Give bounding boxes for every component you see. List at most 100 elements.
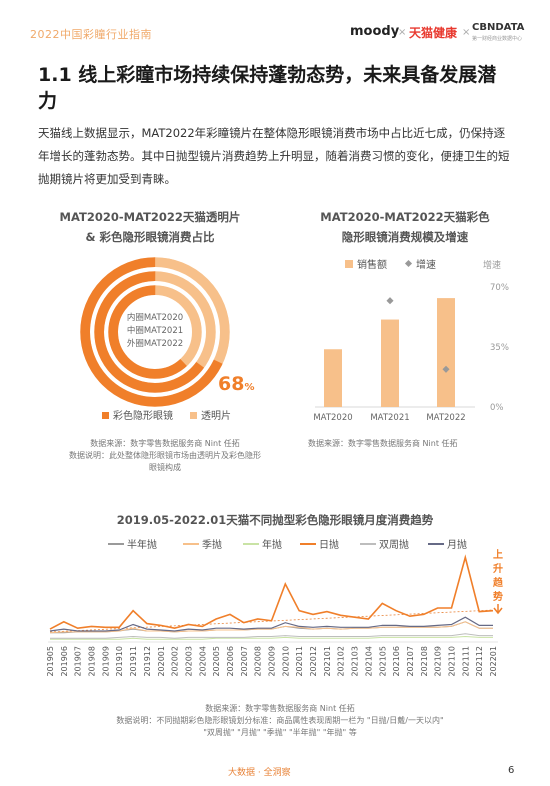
x-tick-202105: 202105	[378, 646, 387, 677]
x-tick-202107: 202107	[406, 646, 415, 677]
x-tick-202010: 202010	[281, 646, 290, 677]
legend-color-lens: 彩色隐形眼镜	[113, 409, 173, 422]
chart1-title-line2: & 彩色隐形眼镜消费占比	[85, 230, 215, 244]
legend-swatch-sales	[345, 260, 353, 268]
x-label-MAT2022: MAT2022	[426, 413, 465, 423]
footer-brand: 大数据 · 全洞察	[228, 768, 291, 778]
x-tick-201908: 201908	[88, 646, 97, 677]
bars-group: MAT2020 MAT2021 MAT2022	[313, 297, 466, 423]
x-tick-202003: 202003	[184, 646, 193, 677]
brand-separator: ×	[462, 27, 471, 38]
chart2-bars: 销售额 增速 增速 70% 35% 0% MAT2020 MAT2021 MAT20…	[313, 258, 509, 423]
ring-label-inner: 内圈MAT2020	[127, 312, 183, 323]
tmall-health-logo: 天猫健康	[409, 26, 458, 40]
chart2-title: MAT2020-MAT2022天猫彩色 隐形眼镜消费规模及增速	[290, 207, 520, 247]
ring-gap	[92, 269, 218, 395]
x-tick-202002: 202002	[171, 646, 180, 677]
x-label-MAT2021: MAT2021	[370, 413, 409, 423]
chart2-title-line2: 隐形眼镜消费规模及增速	[341, 230, 469, 244]
right-tick-70: 70%	[490, 283, 509, 293]
line-月抛	[49, 616, 493, 632]
chart3-note: 数据来源：数字零售数据服务商 Nint 任拓 数据说明：不同抛期彩色隐形眼镜划分…	[60, 703, 500, 739]
chart2-title-line1: MAT2020-MAT2022天猫彩色	[320, 210, 490, 224]
ring-color-MAT2022	[80, 257, 230, 407]
x-tick-202108: 202108	[420, 646, 429, 677]
ring-color-MAT2021	[94, 271, 216, 393]
bar-MAT2020	[324, 349, 342, 407]
line-年抛	[50, 635, 493, 640]
ring-label-middle: 中圈MAT2021	[127, 325, 183, 336]
chart3-explanation-cont: "双周抛" "月抛" "季抛" "半年抛" "年抛" 等	[203, 728, 357, 737]
legend-clear-lens: 透明片	[201, 409, 231, 422]
page-title: 1.1 线上彩瞳市场持续保持蓬勃态势，未来具备发展潜力	[38, 64, 497, 112]
x-tick-201905: 201905	[46, 646, 55, 677]
chart1-title: MAT2020-MAT2022天猫透明片 & 彩色隐形眼镜消费占比	[40, 207, 260, 247]
chart1-donut: 内圈MAT2020 中圈MAT2021 外圈MAT2022 68% 彩色隐形眼镜…	[78, 255, 254, 422]
bar-MAT2021	[381, 319, 399, 407]
chart1-explanation: 数据说明：此处整体隐形眼镜市场由透明片及彩色隐形	[69, 451, 261, 460]
x-tick-labels: 201905 201906 201907 201908 201909 201910 2019…	[46, 646, 498, 677]
trend-annotation-3: 趋	[493, 576, 504, 589]
x-tick-202111: 202111	[461, 646, 470, 677]
x-tick-202106: 202106	[392, 646, 401, 677]
growth-marker-MAT2021	[386, 297, 394, 305]
growth-marker-MAT2022	[442, 365, 450, 373]
legend-半年抛: 半年抛	[127, 538, 157, 551]
report-title: 2022中国彩瞳行业指南	[30, 28, 152, 41]
trend-annotation-1: 上	[493, 548, 503, 561]
chart3-title: 2019.05-2022.01天猫不同抛型彩色隐形眼镜月度消费趋势	[116, 513, 434, 527]
right-tick-35: 35%	[490, 343, 509, 353]
x-tick-202104: 202104	[364, 646, 373, 677]
intro-paragraph: 天猫线上数据显示，MAT2022年彩瞳镜片在整体隐形眼镜消费市场中占比近七成，仍…	[38, 126, 510, 186]
ring-label-outer: 外圈MAT2022	[127, 338, 183, 349]
legend-swatch-growth	[404, 259, 413, 268]
legend-swatch-clear-lens	[190, 412, 197, 419]
right-tick-0: 0%	[490, 403, 504, 413]
x-tick-202109: 202109	[434, 646, 443, 677]
x-tick-201912: 201912	[143, 646, 152, 677]
x-tick-201910: 201910	[115, 646, 124, 677]
chart1-source: 数据来源：数字零售数据服务商 Nint 任拓	[90, 439, 240, 448]
x-tick-202012: 202012	[309, 646, 318, 677]
x-tick-201907: 201907	[74, 646, 83, 677]
x-label-MAT2020: MAT2020	[313, 413, 352, 423]
x-tick-202008: 202008	[254, 646, 263, 677]
chart1-note: 数据来源：数字零售数据服务商 Nint 任拓 数据说明：此处整体隐形眼镜市场由透…	[50, 438, 280, 474]
trend-annotation-4: 势	[493, 590, 503, 603]
chart1-explanation-cont: 眼镜构成	[149, 463, 181, 472]
x-tick-202004: 202004	[198, 646, 207, 677]
x-tick-202006: 202006	[226, 646, 235, 677]
chart3-source: 数据来源：数字零售数据服务商 Nint 任拓	[205, 704, 355, 713]
x-tick-202101: 202101	[323, 646, 332, 677]
x-tick-202112: 202112	[475, 646, 484, 677]
highlight-value: 68%	[218, 373, 254, 395]
legend-growth: 增速	[416, 258, 436, 271]
x-tick-202102: 202102	[337, 646, 346, 677]
chart2-note: 数据来源：数字零售数据服务商 Nint 任拓	[308, 439, 458, 448]
trend-annotation-2: 升	[493, 562, 503, 575]
chart3-lines: 半年抛 季抛 年抛 日抛 双周抛 月抛 201905 201906 201907 201908 2…	[46, 538, 504, 677]
x-tick-202009: 202009	[268, 646, 277, 677]
legend-双周抛: 双周抛	[379, 538, 409, 551]
x-tick-202005: 202005	[212, 646, 221, 677]
x-tick-201909: 201909	[101, 646, 110, 677]
bar-MAT2022	[437, 298, 455, 407]
chart1-title-line1: MAT2020-MAT2022天猫透明片	[59, 210, 241, 224]
ring-gap	[78, 255, 232, 409]
x-tick-202011: 202011	[295, 646, 304, 677]
cbndata-logo-subtitle: 第一财经商业数据中心	[472, 36, 523, 42]
ring-gap	[106, 283, 204, 381]
chart3-explanation: 数据说明：不同抛期彩色隐形眼镜划分标准：商品属性表现周期一栏为 "日抛/日戴/一…	[116, 716, 444, 725]
x-tick-201906: 201906	[60, 646, 69, 677]
line-双周抛	[50, 633, 493, 639]
legend-季抛: 季抛	[202, 538, 222, 551]
cbndata-logo: CBNDATA	[472, 22, 525, 33]
x-tick-202007: 202007	[240, 646, 249, 677]
x-tick-202103: 202103	[351, 646, 360, 677]
legend-月抛: 月抛	[447, 538, 467, 551]
legend-sales: 销售额	[357, 258, 387, 271]
page-number: 6	[508, 765, 515, 776]
moody-logo: moody	[350, 24, 400, 39]
x-tick-202110: 202110	[447, 646, 456, 677]
trend-arrow-icon	[493, 604, 503, 615]
